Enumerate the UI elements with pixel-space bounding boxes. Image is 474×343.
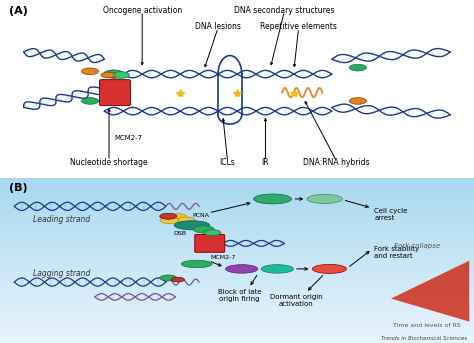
Text: γH2AX: γH2AX [182,223,202,228]
Circle shape [168,214,187,220]
Circle shape [160,217,179,224]
Circle shape [82,68,99,75]
Text: Block of late
origin firing: Block of late origin firing [218,289,261,303]
Circle shape [101,72,115,78]
Text: ATR: ATR [271,267,284,271]
Text: Repetitive elements: Repetitive elements [260,22,337,31]
Text: MCM2-7: MCM2-7 [114,135,142,141]
Polygon shape [391,261,469,322]
Text: DNA secondary structures: DNA secondary structures [234,5,335,14]
Text: Leading strand: Leading strand [33,215,91,224]
Circle shape [82,98,99,104]
Circle shape [204,230,221,236]
Ellipse shape [261,265,293,273]
FancyBboxPatch shape [195,235,225,252]
Circle shape [103,70,124,78]
Ellipse shape [174,221,210,230]
FancyBboxPatch shape [100,80,130,106]
Text: (B): (B) [9,183,27,193]
Ellipse shape [226,265,258,273]
Text: Nucleotide shortage: Nucleotide shortage [70,158,148,167]
Text: RPA: RPA [190,261,204,267]
Circle shape [171,277,184,282]
Text: Cell cycle
arrest: Cell cycle arrest [374,208,408,221]
Ellipse shape [312,264,346,273]
Text: ATRIP: ATRIP [233,267,251,271]
Text: ATM: ATM [264,196,281,202]
Text: IR: IR [262,158,269,167]
Ellipse shape [307,194,342,203]
Text: Trends in Biochemical Sciences: Trends in Biochemical Sciences [381,336,467,341]
Text: DNA:RNA hybrids: DNA:RNA hybrids [303,158,370,167]
Text: Dormant origin
activation: Dormant origin activation [270,294,323,307]
Text: (A): (A) [9,5,27,15]
Ellipse shape [181,260,212,268]
Text: DSB: DSB [173,231,187,236]
Text: Fork stability
and restart: Fork stability and restart [374,246,419,259]
Text: MCM2-7: MCM2-7 [210,255,236,260]
Circle shape [112,72,129,78]
Circle shape [160,275,177,281]
Circle shape [193,226,214,233]
Text: Lagging strand: Lagging strand [33,269,91,279]
Text: Oncogene activation: Oncogene activation [102,5,182,14]
Text: Fork collapse: Fork collapse [394,243,440,249]
Circle shape [176,217,195,224]
Text: CHK1: CHK1 [320,267,339,271]
Text: DNA lesions: DNA lesions [195,22,241,31]
Text: ICLs: ICLs [219,158,236,167]
Text: PCNA: PCNA [192,213,209,218]
Circle shape [160,213,177,219]
Text: CHK2: CHK2 [315,197,334,201]
Circle shape [349,98,366,104]
Ellipse shape [254,194,292,204]
Circle shape [349,64,366,71]
Text: Time and levels of RS: Time and levels of RS [393,323,460,328]
